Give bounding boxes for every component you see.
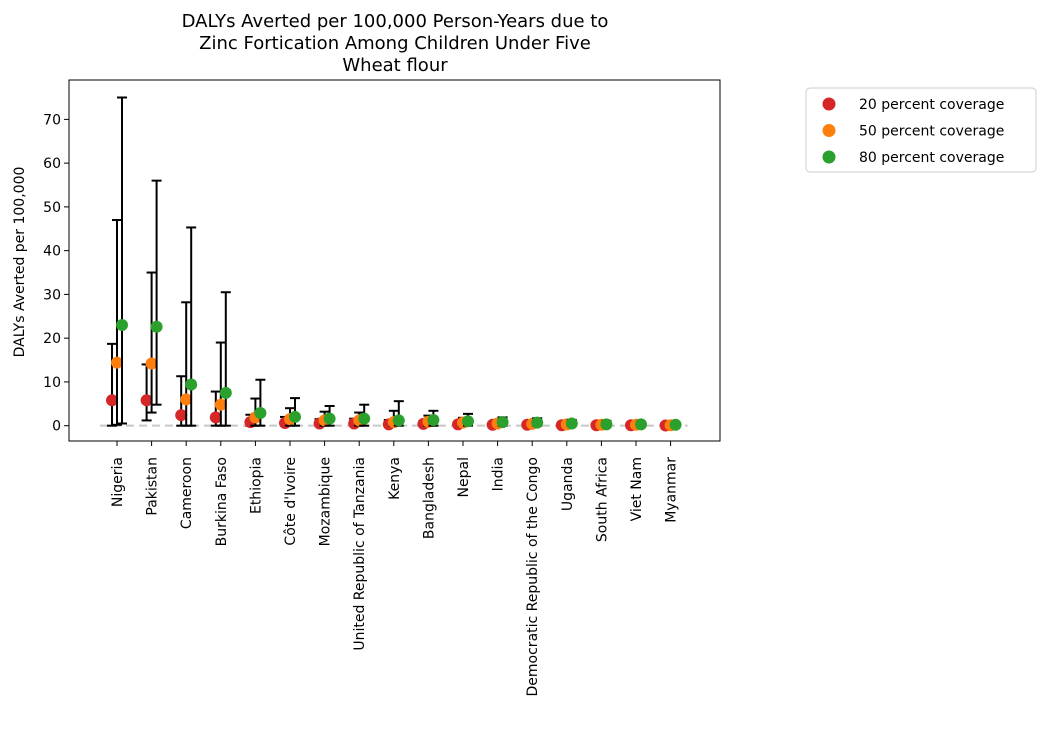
y-axis-label: DALYs Averted per 100,000: [12, 167, 28, 358]
data-point: [180, 393, 193, 406]
data-point: [185, 378, 198, 391]
y-tick-label: 0: [52, 419, 61, 435]
legend-frame: [805, 87, 1037, 173]
chart-title-line-1: DALYs Averted per 100,000 Person-Years d…: [182, 11, 609, 32]
x-tick-label: United Republic of Tanzania: [352, 457, 368, 651]
y-tick-label: 20: [43, 331, 61, 347]
x-tick-label: Kenya: [387, 457, 403, 500]
legend-entry-label: 50 percent coverage: [859, 124, 1004, 140]
y-tick-label: 40: [43, 244, 61, 260]
x-tick-label: Mozambique: [318, 457, 334, 546]
y-tick-label: 60: [43, 156, 61, 172]
data-point: [600, 418, 613, 431]
legend-marker: [822, 124, 836, 137]
legend: 20 percent coverage 50 percent coverage 80…: [805, 87, 1037, 173]
x-tick-label: Myanmar: [664, 457, 680, 523]
legend-entry-label: 20 percent coverage: [859, 97, 1004, 113]
data-point: [150, 320, 163, 333]
x-tick-label: Burkina Faso: [214, 457, 230, 546]
y-tick-label: 70: [43, 112, 61, 128]
data-point: [427, 413, 440, 426]
data-point: [145, 357, 158, 370]
data-point: [209, 411, 222, 424]
x-tick-label: Democratic Republic of the Congo: [525, 457, 541, 696]
x-tick-label: Uganda: [560, 457, 576, 511]
data-point: [462, 415, 474, 428]
data-point: [254, 406, 267, 419]
legend-marker: [822, 97, 836, 111]
y-tick-label: 10: [43, 375, 61, 391]
data-point: [106, 394, 118, 407]
plot-frame: [68, 79, 721, 442]
x-tick-label: Bangladesh: [421, 457, 437, 539]
chart-title: DALYs Averted per 100,000 Person-Years d…: [182, 11, 609, 76]
x-tick-label: Pakistan: [145, 457, 161, 516]
legend-entry-label: 80 percent coverage: [859, 150, 1004, 166]
x-tick-label: Nigeria: [110, 457, 126, 507]
data-point: [358, 412, 371, 425]
chart-title-line-2: Zinc Fortication Among Children Under Fi…: [199, 33, 591, 54]
series-2: [111, 219, 677, 432]
data-point: [392, 414, 405, 427]
y-tick-label: 30: [43, 287, 61, 303]
series-3: [116, 96, 682, 431]
x-tick-label: India: [491, 457, 507, 491]
data-point: [669, 418, 682, 431]
data-point: [116, 319, 128, 332]
x-tick-label: Côte d'Ivoire: [283, 457, 299, 546]
data-point: [289, 410, 301, 423]
y-tick-label: 50: [43, 200, 61, 216]
x-tick-label: Cameroon: [179, 457, 195, 529]
data-point: [214, 398, 227, 411]
data-point: [496, 416, 509, 429]
data-point: [111, 356, 123, 369]
data-point: [140, 394, 153, 407]
x-tick-label: Ethiopia: [248, 457, 264, 514]
legend-marker: [822, 150, 836, 164]
data-point: [219, 386, 232, 399]
chart-title-line-3: Wheat flour: [342, 55, 448, 76]
data-point: [323, 412, 336, 425]
data-point: [531, 416, 544, 429]
x-tick-label: Nepal: [456, 457, 472, 497]
data-point: [635, 418, 647, 431]
x-tick-label: South Africa: [594, 457, 610, 542]
data-point: [175, 409, 188, 422]
plot-area: 0 10 20 30 40 50 60 70 Nigeria Pakistan Cameroon Bu…: [43, 79, 721, 696]
x-tick-label: Viet Nam: [629, 457, 645, 521]
data-point: [565, 417, 578, 430]
